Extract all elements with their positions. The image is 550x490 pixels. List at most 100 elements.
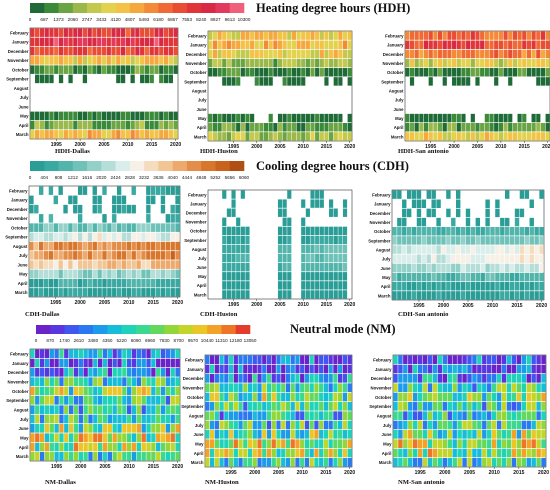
hdh-heatmap-cell bbox=[263, 132, 269, 141]
nm-heatmap-cell bbox=[328, 439, 333, 448]
cdh-heatmap-cell bbox=[226, 272, 231, 281]
cdh-heatmap-cell bbox=[333, 208, 338, 217]
hdh-heatmap-cell bbox=[522, 132, 527, 141]
nm-heatmap-cell bbox=[262, 411, 267, 420]
nm-heatmap-cell bbox=[347, 420, 352, 430]
cdh-heatmap-cell bbox=[58, 241, 63, 251]
cdh-heatmap-cell bbox=[29, 288, 34, 297]
nm-heatmap-cell bbox=[59, 414, 64, 424]
hdh-heatmap-cell bbox=[125, 111, 130, 121]
cdh-heatmap-cell bbox=[436, 254, 441, 263]
nm-heatmap-cell bbox=[165, 452, 171, 461]
cdh-huston-title: CDH-Huston bbox=[200, 311, 238, 318]
nm-heatmap-cell bbox=[487, 439, 492, 448]
nm-heatmap-cell bbox=[64, 442, 69, 452]
nm-heatmap-cell bbox=[491, 364, 497, 374]
cdh-heatmap-cell bbox=[485, 263, 490, 273]
nm-heatmap-cell bbox=[117, 368, 122, 377]
nm-heatmap-cell bbox=[417, 411, 423, 420]
hdh-heatmap-cell bbox=[144, 120, 150, 130]
nm-heatmap-cell bbox=[73, 433, 79, 442]
hdh-heatmap-cell bbox=[159, 111, 164, 121]
cdh-heatmap-cell bbox=[160, 251, 166, 260]
cdh-heatmap-cell bbox=[126, 288, 132, 297]
nm-heatmap-cell bbox=[521, 411, 527, 420]
nm-heatmap-cell bbox=[290, 392, 295, 402]
nm-heatmap-cell bbox=[427, 439, 433, 448]
nm-heatmap-cell bbox=[408, 355, 413, 364]
hdh-heatmap-cell bbox=[545, 113, 550, 123]
cdh-heatmap-cell bbox=[126, 251, 132, 260]
cdh-heatmap-cell bbox=[92, 278, 97, 288]
cdh-heatmap-cell bbox=[301, 272, 306, 281]
nm-heatmap-cell bbox=[427, 448, 433, 458]
cdh-heatmap-cell bbox=[436, 272, 441, 282]
cdh-heatmap-cell bbox=[490, 254, 495, 263]
cdh-heatmap-cell bbox=[470, 263, 476, 273]
cdh-heatmap-cell bbox=[97, 241, 102, 251]
nm-heatmap-cell bbox=[83, 405, 88, 414]
cdh-heatmap-cell bbox=[222, 290, 227, 299]
hdh-heatmap-cell bbox=[470, 113, 475, 123]
cdh-heatmap-cell bbox=[63, 251, 68, 260]
cdh-heatmap-cell bbox=[416, 272, 422, 282]
nm-heatmap-cell bbox=[156, 349, 161, 358]
hdh-heatmap-cell bbox=[310, 58, 315, 68]
cdh-heatmap-cell bbox=[97, 204, 102, 214]
cdh-heatmap-cell bbox=[68, 223, 73, 232]
cdh-year-label: 2015 bbox=[148, 300, 159, 306]
cdh-heatmap-cell bbox=[112, 232, 117, 242]
hdh-heatmap-cell bbox=[536, 113, 541, 123]
hdh-heatmap-cell bbox=[120, 28, 126, 37]
cdh-heatmap-cell bbox=[455, 236, 461, 245]
hdh-heatmap-cell bbox=[111, 130, 116, 139]
cdh-heatmap-cell bbox=[324, 235, 329, 245]
nm-heatmap-cell bbox=[323, 355, 329, 364]
cdh-heatmap-cell bbox=[319, 272, 324, 281]
nm-heatmap-cell bbox=[219, 420, 224, 430]
cdh-heatmap-cell bbox=[310, 190, 315, 199]
nm-heatmap-cell bbox=[243, 355, 248, 364]
nm-heatmap-cell bbox=[516, 411, 522, 420]
nm-heatmap-cell bbox=[112, 349, 117, 358]
nm-heatmap-cell bbox=[521, 392, 527, 402]
nm-heatmap-cell bbox=[328, 411, 333, 420]
hdh-heatmap-cell bbox=[97, 28, 102, 37]
hdh-san-antonio-title: HDH-San antonio bbox=[398, 148, 449, 155]
nm-heatmap-cell bbox=[136, 424, 142, 433]
cdh-heatmap-cell bbox=[446, 291, 451, 300]
nm-colorbar-swatch bbox=[192, 325, 208, 334]
nm-heatmap-cell bbox=[285, 383, 291, 392]
cdh-month-label: July bbox=[382, 257, 391, 262]
cdh-heatmap-cell bbox=[342, 244, 348, 254]
cdh-heatmap-cell bbox=[539, 236, 544, 245]
nm-heatmap-cell bbox=[73, 424, 79, 433]
cdh-colorbar-swatch bbox=[229, 161, 245, 171]
hdh-heatmap-cell bbox=[461, 132, 466, 141]
hdh-heatmap-cell bbox=[470, 68, 475, 77]
nm-heatmap-cell bbox=[323, 420, 329, 430]
nm-heatmap-cell bbox=[442, 364, 448, 374]
nm-heatmap-cell bbox=[68, 405, 74, 414]
cdh-heatmap-cell bbox=[333, 235, 338, 245]
hdh-heatmap-cell bbox=[522, 31, 527, 40]
hdh-heatmap-cell bbox=[212, 68, 218, 77]
nm-heatmap-cell bbox=[88, 386, 93, 396]
hdh-heatmap-cell bbox=[447, 58, 452, 68]
nm-heatmap-cell bbox=[276, 392, 281, 402]
nm-heatmap-cell bbox=[68, 414, 74, 424]
nm-heatmap-cell bbox=[219, 448, 224, 458]
cdh-heatmap-cell bbox=[310, 281, 315, 290]
cdh-heatmap-cell bbox=[509, 254, 515, 263]
nm-heatmap-cell bbox=[276, 383, 281, 392]
cdh-heatmap-cell bbox=[131, 186, 136, 195]
nm-heatmap-cell bbox=[511, 402, 517, 411]
nm-heatmap-cell bbox=[408, 458, 413, 467]
nm-heatmap-cell bbox=[491, 392, 497, 402]
cdh-heatmap-cell bbox=[240, 272, 245, 281]
nm-heatmap-cell bbox=[506, 411, 512, 420]
cdh-heatmap-cell bbox=[116, 278, 122, 288]
nm-heatmap-cell bbox=[427, 402, 433, 411]
hdh-heatmap-cell bbox=[87, 111, 92, 121]
cdh-heatmap-cell bbox=[226, 235, 231, 245]
